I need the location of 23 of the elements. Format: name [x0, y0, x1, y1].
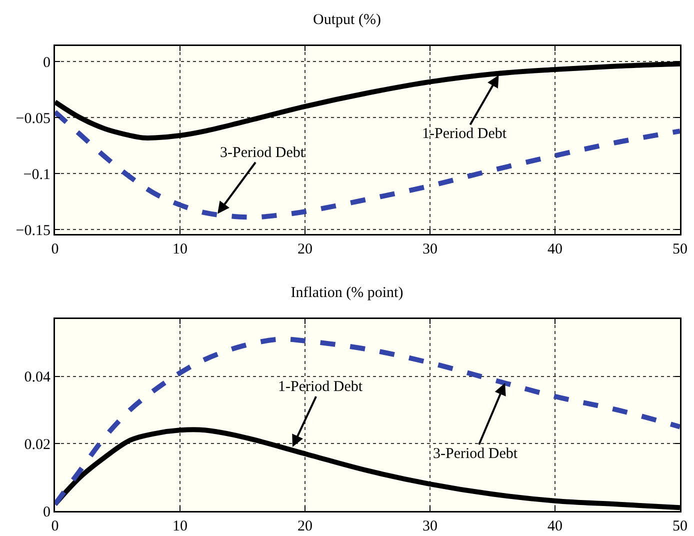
y-tick-label: −0.1: [23, 166, 50, 183]
chart-title: Output (%): [313, 12, 381, 28]
y-tick-label: 0: [43, 54, 50, 71]
chart-title: Inflation (% point): [290, 285, 404, 301]
x-tick-label: 30: [422, 242, 438, 258]
x-tick-label: 30: [422, 518, 438, 534]
y-tick-label: 0: [43, 504, 50, 520]
y-tick-label: −0.05: [16, 110, 50, 127]
annotation: 1-Period Debt: [278, 379, 364, 395]
annotation: 3-Period Debt: [433, 446, 518, 462]
annotation: 3-Period Debt: [220, 145, 306, 161]
x-tick-label: 10: [172, 242, 188, 258]
x-tick-label: 20: [298, 518, 312, 534]
x-tick-label: 40: [548, 518, 562, 534]
y-tick-label: −0.15: [16, 222, 50, 239]
y-tick-label: 0.04: [24, 370, 51, 386]
x-tick-label: 50: [672, 518, 688, 534]
x-tick-label: 40: [548, 242, 562, 258]
x-tick-label: 50: [672, 242, 688, 258]
x-tick-label: 10: [172, 518, 188, 534]
annotation: 1-Period Debt: [422, 126, 508, 142]
y-tick-label: 0.02: [24, 436, 50, 453]
x-tick-label: 20: [298, 242, 312, 258]
